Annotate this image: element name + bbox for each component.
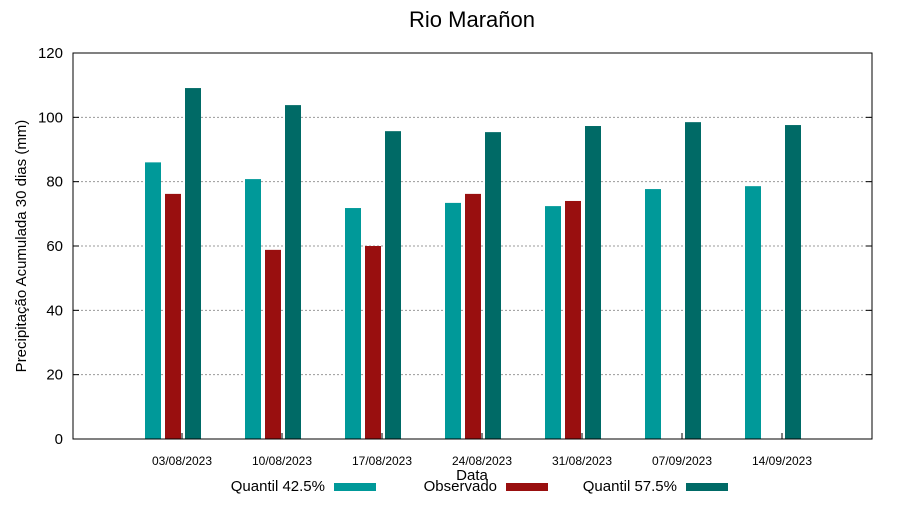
y-tick-label: 60 — [46, 238, 63, 255]
y-tick-label: 20 — [46, 367, 63, 384]
x-axis-label: Data — [456, 467, 488, 484]
bar — [485, 132, 501, 439]
x-tick-label: 24/08/2023 — [452, 454, 512, 468]
legend-label: Quantil 57.5% — [583, 478, 677, 495]
chart-title: Rio Marañon — [409, 7, 535, 32]
legend-swatch — [506, 483, 548, 491]
x-tick-label: 07/09/2023 — [652, 454, 712, 468]
bar — [685, 122, 701, 440]
bar — [285, 105, 301, 440]
y-axis-label: Precipitação Acumulada 30 dias (mm) — [13, 120, 30, 373]
plot-frame — [72, 52, 873, 440]
bar — [585, 126, 601, 439]
bar — [445, 202, 461, 439]
y-tick-label: 80 — [46, 174, 63, 191]
bar — [385, 131, 401, 440]
legend-label: Quantil 42.5% — [231, 478, 325, 495]
legend-label: Observado — [424, 478, 497, 495]
y-tick-label: 120 — [38, 45, 63, 62]
x-tick-label: 17/08/2023 — [352, 454, 412, 468]
bar — [345, 208, 361, 439]
legend-swatch — [686, 483, 728, 491]
bar — [145, 162, 161, 439]
x-tick-label: 14/09/2023 — [752, 454, 812, 468]
x-tick-label: 31/08/2023 — [552, 454, 612, 468]
bar — [545, 206, 561, 439]
bar — [165, 193, 181, 439]
y-tick-label: 0 — [55, 431, 63, 448]
bar — [565, 200, 581, 439]
x-tick-label: 10/08/2023 — [252, 454, 312, 468]
bar — [745, 186, 761, 439]
bar — [265, 249, 281, 439]
bar — [185, 88, 201, 439]
y-tick-label: 40 — [46, 302, 63, 319]
bar — [785, 125, 801, 439]
bar — [245, 179, 261, 440]
y-tick-label: 100 — [38, 109, 63, 126]
bar — [645, 189, 661, 439]
x-tick-label: 03/08/2023 — [152, 454, 212, 468]
bar — [365, 246, 381, 439]
legend-swatch — [334, 483, 376, 491]
bar — [465, 193, 481, 439]
